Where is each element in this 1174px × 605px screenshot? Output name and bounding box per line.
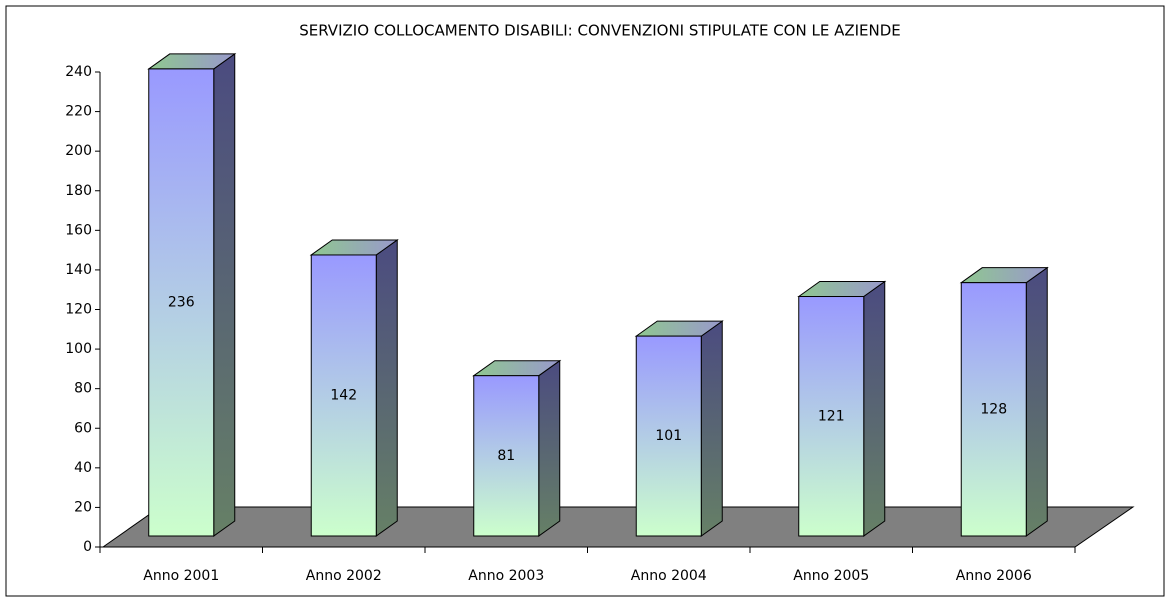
bar — [148, 68, 215, 537]
y-tick-label: 240 — [65, 64, 92, 80]
bar-side — [375, 238, 398, 537]
data-label: 121 — [818, 408, 845, 424]
y-tick-label: 20 — [74, 499, 92, 515]
y-tick-label: 0 — [83, 539, 92, 555]
y-tick-label: 100 — [65, 341, 92, 357]
bar — [960, 282, 1027, 537]
y-tick-label: 220 — [65, 104, 92, 120]
y-tick-label: 60 — [74, 420, 92, 436]
bar-side — [863, 280, 886, 537]
bar — [310, 254, 377, 537]
x-tick-label: Anno 2002 — [306, 568, 382, 584]
y-tick-label: 120 — [65, 302, 92, 318]
data-label: 81 — [497, 448, 515, 464]
x-tick-label: Anno 2004 — [631, 568, 707, 584]
data-label: 101 — [655, 428, 682, 444]
data-label: 142 — [330, 387, 357, 403]
y-tick-label: 80 — [74, 381, 92, 397]
x-tick-label: Anno 2005 — [793, 568, 869, 584]
bar-side — [538, 359, 561, 537]
x-tick-label: Anno 2006 — [956, 568, 1032, 584]
data-label: 128 — [980, 401, 1007, 417]
y-tick-label: 200 — [65, 143, 92, 159]
x-tick-label: Anno 2003 — [468, 568, 544, 584]
x-tick-label: Anno 2001 — [143, 568, 219, 584]
bar-side — [213, 52, 236, 537]
y-tick-label: 160 — [65, 222, 92, 238]
chart-title: SERVIZIO COLLOCAMENTO DISABILI: CONVENZI… — [299, 22, 901, 40]
data-label: 236 — [168, 294, 195, 310]
bar-side — [1025, 266, 1048, 537]
y-tick-label: 40 — [74, 460, 92, 476]
y-tick-label: 140 — [65, 262, 92, 278]
bar-side — [700, 320, 723, 537]
y-tick-label: 180 — [65, 183, 92, 199]
bar — [473, 375, 540, 537]
bar — [635, 335, 702, 537]
bar — [798, 296, 865, 537]
